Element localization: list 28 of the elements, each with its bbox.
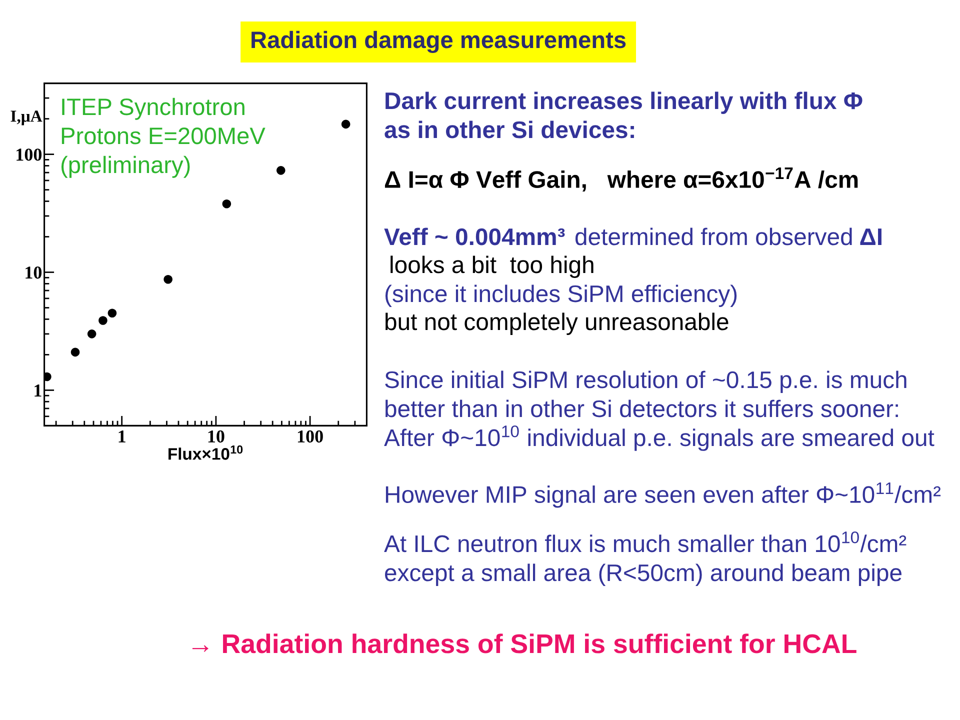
- annotation: Protons E=200MeV: [62, 128, 266, 144]
- y-tick-label: 1: [34, 384, 42, 396]
- text: → Radiation hardness of SiPM is sufficient for HCAL: [192, 634, 856, 654]
- text: Radiation damage measurements: [252, 30, 626, 54]
- text: After Φ~10$^{10}$ individual p.e. signals are smeared out: [384, 425, 934, 451]
- x-tick-label: 1: [118, 430, 126, 442]
- text: except a small area (R<50cm) around beam pipe: [385, 564, 902, 586]
- text: (since it includes SiPM efficiency): [385, 284, 737, 307]
- text: ΔI: [860, 228, 882, 245]
- text: better than in other Si detectors it suffers sooner:: [386, 400, 898, 418]
- y-tick-label: 100: [16, 148, 42, 161]
- annotation: (preliminary): [61, 156, 190, 178]
- y-tick-label: 10: [26, 266, 42, 279]
- text: Dark current increases linearly with flux Φ: [386, 92, 862, 114]
- text: Since initial SiPM resolution of ~0.15 p.e. is much: [385, 370, 906, 393]
- text: Veff ~ 0.004mm³: [384, 228, 565, 246]
- x-tick-label: 100: [298, 430, 323, 443]
- x-tick-label: 10: [208, 430, 224, 443]
- annotation: ITEP Synchrotron: [62, 98, 244, 120]
- text: looks a bit too high: [390, 256, 594, 278]
- y-axis-title: I,μA: [10, 110, 42, 126]
- text: as in other Si devices:: [384, 120, 634, 138]
- text: Δ I=α Φ Veff Gain, where α=6x10$^{−17}$A /cm: [384, 167, 858, 192]
- text: but not completely unreasonable: [386, 312, 728, 335]
- x-axis-title: Flux×10$^{10}$: [168, 445, 243, 460]
- text: At ILC neutron flux is much smaller than 10$^{10}$/cm²: [384, 531, 906, 552]
- text: However MIP signal are seen even after Φ~10$^{11}$/cm²: [386, 482, 941, 508]
- text: determined from observed: [576, 228, 852, 246]
